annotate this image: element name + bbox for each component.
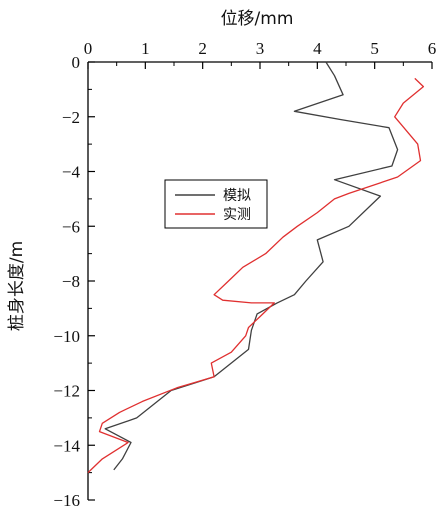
x-tick-label: 3	[256, 39, 265, 58]
x-tick-label: 1	[141, 39, 150, 58]
y-tick-label: 0	[72, 53, 81, 72]
y-tick-label: −16	[53, 491, 80, 510]
y-tick-label: −2	[62, 108, 80, 127]
x-tick-label: 0	[84, 39, 93, 58]
x-tick-label: 4	[313, 39, 322, 58]
y-axis-title: 桩身长度/m	[7, 241, 27, 331]
y-tick-label: −4	[62, 163, 81, 182]
series-line-2	[87, 77, 425, 474]
y-tick-label: −12	[53, 382, 80, 401]
x-tick-label: 2	[198, 39, 207, 58]
y-tick-label: −14	[53, 436, 80, 455]
axes: 0 1 2 3 4 5 6 0 −2 −4 −6 −8 −10 −12 −14 −16	[53, 39, 436, 510]
y-tick-label: −6	[62, 217, 80, 236]
x-axis-title: 位移/mm	[221, 9, 294, 29]
legend-label: 模拟	[223, 188, 251, 204]
series-line-1	[104, 61, 399, 471]
legend-label: 实测	[223, 207, 251, 223]
legend-box	[164, 179, 268, 229]
y-tick-label: −10	[53, 327, 80, 346]
plot-area	[87, 61, 425, 474]
y-tick-label: −8	[62, 272, 80, 291]
x-tick-label: 5	[370, 39, 379, 58]
x-tick-label: 6	[428, 39, 437, 58]
